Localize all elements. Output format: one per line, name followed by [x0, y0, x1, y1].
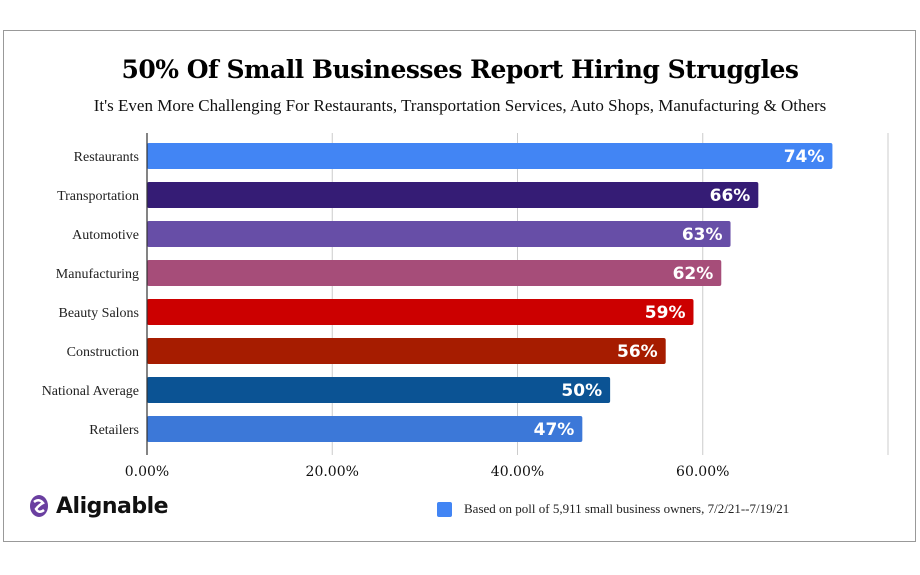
legend-swatch [437, 501, 452, 517]
legend: Based on poll of 5,911 small business ow… [437, 501, 789, 517]
alignable-logo-text: Alignable [56, 493, 169, 519]
data-label: 50% [561, 381, 602, 401]
alignable-logo: Alignable [28, 493, 169, 519]
x-tick-label: 40.00% [491, 464, 544, 480]
data-label: 62% [673, 264, 714, 284]
alignable-logo-icon [30, 495, 48, 517]
category-label: National Average [42, 384, 139, 399]
category-label: Retailers [89, 423, 139, 438]
category-label: Automotive [72, 228, 139, 243]
legend-label: Based on poll of 5,911 small business ow… [464, 501, 790, 516]
bar-restaurants [147, 143, 833, 169]
bar-national-average [147, 377, 611, 403]
category-label: Beauty Salons [59, 306, 140, 321]
x-tick-label: 60.00% [676, 464, 729, 480]
data-label: 47% [534, 420, 575, 440]
data-label: 59% [645, 303, 686, 323]
data-label: 66% [710, 186, 751, 206]
bar-construction [147, 338, 666, 364]
bar-manufacturing [147, 260, 722, 286]
data-label: 74% [784, 147, 825, 167]
x-tick-label: 0.00% [125, 464, 169, 480]
bar-automotive [147, 221, 731, 247]
chart-title: 50% Of Small Businesses Report Hiring St… [121, 55, 799, 84]
category-label: Construction [67, 345, 139, 360]
bar-transportation [147, 182, 759, 208]
bar-retailers [147, 416, 583, 442]
bar-beauty-salons [147, 299, 694, 325]
chart-subtitle: It's Even More Challenging For Restauran… [93, 96, 827, 115]
category-label: Transportation [57, 189, 139, 204]
category-label: Restaurants [74, 150, 139, 165]
x-tick-label: 20.00% [306, 464, 359, 480]
data-label: 56% [617, 342, 658, 362]
category-label: Manufacturing [56, 267, 139, 282]
data-label: 63% [682, 225, 723, 245]
